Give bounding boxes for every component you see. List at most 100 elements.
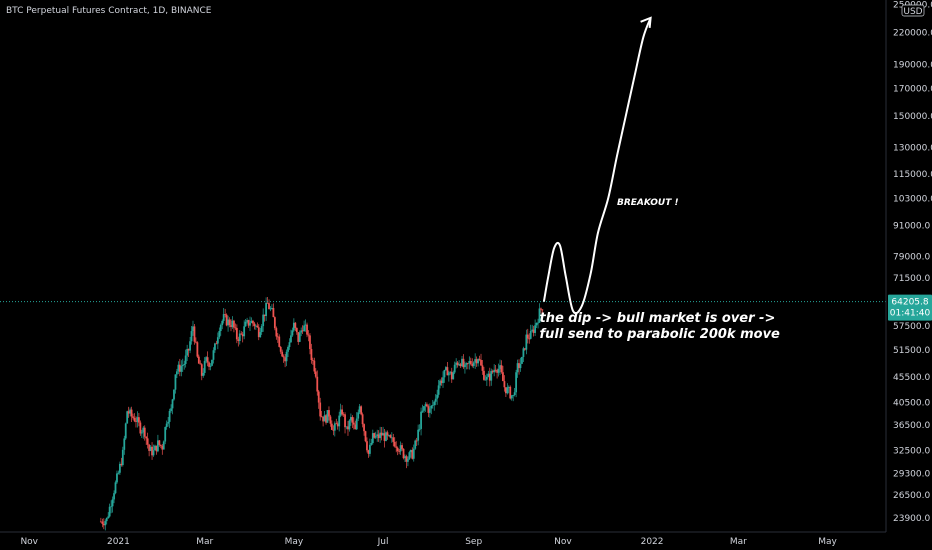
candle [339,403,342,418]
candle [208,361,210,371]
candle [423,405,425,413]
candle [111,496,114,513]
candle [271,304,273,310]
candle [461,355,463,368]
candle [427,404,430,418]
candle [117,470,120,475]
candle [300,327,303,337]
candle [358,403,361,415]
candle [380,427,383,441]
candle [218,327,221,340]
candle [446,362,449,376]
candle [146,432,149,449]
candle [190,326,193,345]
candle [532,325,535,337]
candle [252,319,254,327]
candle [345,426,348,430]
dip-annotation-line: the dip -> bull market is over -> [539,311,775,326]
candle [417,424,420,446]
candle [455,358,458,369]
y-tick-label: 170000.0 [893,85,932,95]
candle [518,359,520,375]
currency-badge[interactable]: USD [901,4,925,17]
candle [214,342,216,353]
candle [428,403,431,418]
candle [502,365,504,382]
candle [272,303,275,318]
candle [367,449,370,458]
candle [168,408,171,429]
candle [288,338,291,350]
candle [254,324,257,330]
candle [285,349,288,367]
candle [215,340,218,345]
candle [281,349,284,358]
candle [155,445,158,455]
candle [151,442,153,460]
chart-title: BTC Perpetual Futures Contract, 1D, BINA… [6,6,212,16]
candle [471,358,474,368]
candle [234,323,237,331]
candle [342,412,345,417]
time-axis[interactable]: Nov 2021 Mar May Jul Sep Nov 2022 Mar May [0,531,886,547]
candle [231,316,234,329]
candle [326,409,329,423]
candle [481,360,484,375]
y-tick-label: 130000.0 [893,143,932,153]
candle [336,421,339,430]
candle [493,364,496,377]
candle [442,371,444,388]
candle [405,454,408,469]
candle [304,319,307,332]
candle [197,354,200,364]
candle [541,309,544,316]
candle [351,415,354,428]
candle [282,354,285,363]
candle [132,413,134,420]
candle [314,368,317,379]
candle [250,317,253,324]
candle [104,519,107,531]
y-tick-label: 103000.0 [893,194,932,204]
candle [426,402,428,408]
candle [472,361,475,369]
candle [465,362,468,370]
candle [500,360,503,374]
candle [187,348,190,358]
candle [319,397,322,421]
candle [348,419,351,432]
candle [107,512,110,519]
arrow-head [640,16,652,28]
candle [221,319,224,330]
candle [449,371,452,375]
candle [262,308,265,332]
candle [480,353,482,366]
candle [102,518,105,530]
candle [491,369,494,374]
candle [158,440,161,447]
candle [418,424,421,432]
candle [243,320,246,340]
candle [458,360,460,367]
candle [227,315,229,332]
candle [183,360,186,370]
candle [303,320,306,332]
candle [361,412,364,428]
candle [383,429,386,448]
candle [488,367,491,387]
candle [519,357,522,372]
x-tick-label: Mar [196,537,213,547]
candle [433,400,436,411]
x-tick-label: May [285,537,304,547]
candle [389,434,392,439]
candle [162,440,165,450]
candle [263,314,266,322]
candle [522,346,525,363]
candle [219,323,222,336]
candle [203,357,206,376]
candle [443,369,446,383]
y-tick-label: 51500.0 [893,346,930,356]
y-tick-label: 220000.0 [893,28,932,38]
candle [347,421,349,436]
